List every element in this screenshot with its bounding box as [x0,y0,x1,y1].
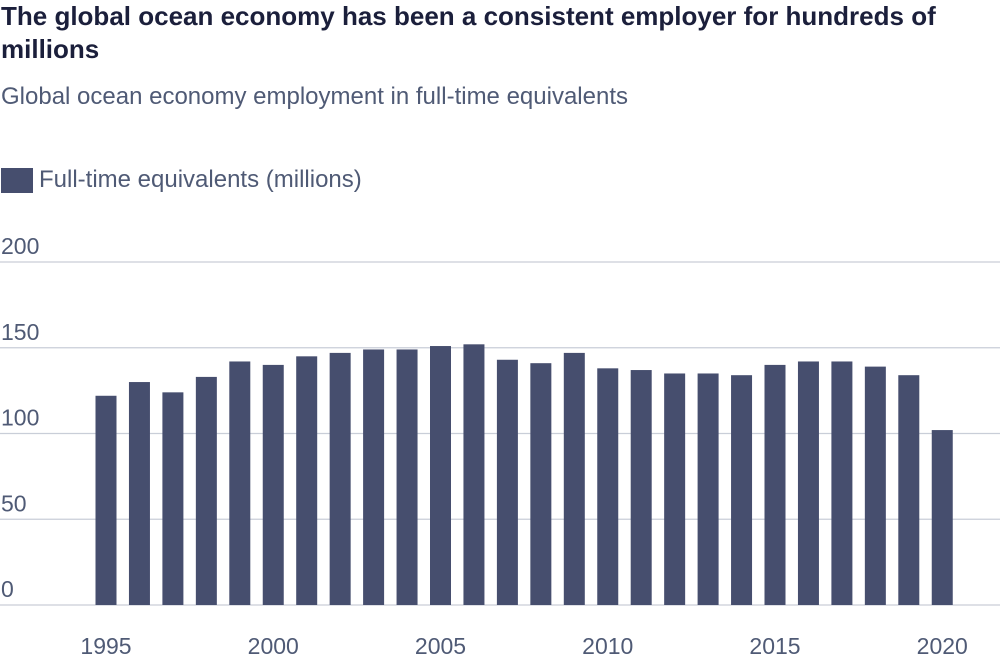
bar-2004 [396,349,418,605]
x-tick-labels: 1995 2000 2005 2010 2015 2020 [80,633,967,659]
bar-2007 [496,359,518,605]
bar-1998 [195,376,217,605]
x-tick-label: 2015 [749,633,800,659]
x-tick-label: 2020 [917,633,968,659]
bar-2013 [697,373,719,605]
chart-subtitle: Global ocean economy employment in full-… [1,83,628,110]
bar-2020 [931,430,953,605]
x-tick-label: 2000 [248,633,299,659]
x-tick-label: 1995 [80,633,131,659]
bar-2010 [597,368,619,605]
bar-2008 [530,363,552,605]
bar-1996 [128,382,150,605]
legend-swatch [1,167,33,193]
y-tick-label: 100 [1,405,39,431]
bar-2001 [296,356,318,605]
bar-2005 [430,346,451,605]
bar-1999 [229,361,251,605]
bar-2012 [664,373,686,605]
bar-2019 [898,375,920,605]
y-tick-label: 150 [1,319,39,345]
bar-2003 [363,349,385,605]
legend-label: Full-time equivalents (millions) [39,166,362,193]
bar-2009 [563,352,585,605]
bar-2016 [797,361,819,605]
bar-2002 [329,352,351,605]
bar-1997 [162,392,184,605]
bars [95,344,953,605]
bar-2015 [764,364,786,605]
y-tick-label: 0 [1,576,14,602]
bar-2000 [262,364,284,605]
x-tick-label: 2010 [582,633,633,659]
legend: Full-time equivalents (millions) [1,165,362,195]
bar-2006 [463,344,485,605]
y-tick-label: 50 [1,490,27,516]
x-tick-label: 2005 [415,633,466,659]
bar-2018 [864,366,886,605]
bar-2017 [831,361,853,605]
bar-2011 [630,370,652,605]
y-tick-label: 200 [1,233,39,259]
bar-1995 [95,395,117,605]
y-tick-labels: 0 50 100 150 200 [1,233,39,602]
chart-title: The global ocean economy has been a cons… [1,1,936,64]
bar-2014 [731,375,753,605]
